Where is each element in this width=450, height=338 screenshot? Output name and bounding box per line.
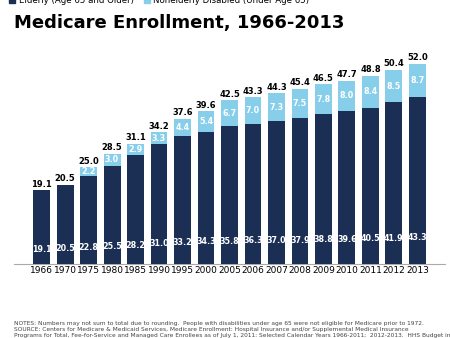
Text: 35.8: 35.8 (220, 237, 239, 246)
Text: 2.9: 2.9 (128, 145, 143, 154)
Text: 31.1: 31.1 (125, 134, 146, 143)
Text: 3.3: 3.3 (152, 134, 166, 143)
Bar (386, 70, 402, 102)
Bar (244, 124, 261, 264)
Text: 37.6: 37.6 (172, 108, 193, 118)
Text: 36.3: 36.3 (243, 237, 263, 245)
Bar (198, 132, 215, 264)
Bar (221, 100, 238, 126)
Text: 38.8: 38.8 (314, 235, 333, 244)
Text: 50.4: 50.4 (383, 59, 404, 68)
Bar (151, 144, 167, 264)
Bar (409, 97, 426, 264)
Bar (151, 132, 167, 144)
Text: 40.5: 40.5 (360, 234, 380, 243)
Text: 39.6: 39.6 (337, 235, 357, 244)
Text: Medicare Enrollment, 1966-2013: Medicare Enrollment, 1966-2013 (14, 14, 344, 31)
Text: 8.5: 8.5 (387, 82, 401, 91)
Text: 47.7: 47.7 (337, 70, 357, 79)
Bar (174, 136, 191, 264)
Bar (244, 97, 261, 124)
Bar (198, 111, 215, 132)
Text: 8.7: 8.7 (410, 76, 424, 85)
Text: 44.3: 44.3 (266, 83, 287, 92)
Bar (268, 93, 285, 121)
Bar (338, 111, 356, 264)
Text: 33.2: 33.2 (173, 238, 193, 247)
Text: 43.3: 43.3 (243, 87, 263, 96)
Bar (80, 176, 97, 264)
Bar (409, 64, 426, 97)
Bar (57, 185, 73, 264)
Text: 20.5: 20.5 (55, 174, 76, 183)
Text: 28.5: 28.5 (102, 144, 122, 152)
Bar (80, 168, 97, 176)
Text: 34.2: 34.2 (148, 122, 169, 130)
Text: 37.0: 37.0 (267, 236, 286, 245)
Text: 19.1: 19.1 (32, 245, 51, 254)
Text: 48.8: 48.8 (360, 66, 381, 74)
Text: 7.3: 7.3 (270, 103, 284, 112)
Bar (338, 80, 356, 111)
Text: 43.3: 43.3 (408, 233, 427, 242)
Bar (292, 118, 308, 264)
Bar (127, 155, 144, 264)
Text: NOTES: Numbers may not sum to total due to rounding.  People with disabilities u: NOTES: Numbers may not sum to total due … (14, 321, 450, 338)
Text: 8.4: 8.4 (363, 87, 378, 96)
Text: 7.8: 7.8 (316, 95, 331, 104)
Text: 46.5: 46.5 (313, 74, 334, 83)
Text: 34.3: 34.3 (196, 238, 216, 246)
Bar (127, 144, 144, 155)
Bar (268, 121, 285, 264)
Text: 25.5: 25.5 (102, 242, 122, 251)
Text: 52.0: 52.0 (407, 53, 428, 62)
Text: 42.5: 42.5 (219, 90, 240, 99)
Bar (315, 114, 332, 264)
Text: 22.8: 22.8 (79, 243, 99, 252)
Bar (315, 84, 332, 114)
Legend: Elderly (Age 65 and Older), Nonelderly Disabled (Under Age 65): Elderly (Age 65 and Older), Nonelderly D… (9, 0, 309, 5)
Text: 6.7: 6.7 (222, 108, 237, 118)
Bar (386, 102, 402, 264)
Bar (104, 154, 121, 166)
Text: 7.5: 7.5 (293, 99, 307, 108)
Text: 4.4: 4.4 (176, 123, 189, 132)
Text: 31.0: 31.0 (149, 239, 169, 248)
Text: 25.0: 25.0 (78, 157, 99, 166)
Text: 28.2: 28.2 (126, 241, 145, 249)
Bar (292, 89, 308, 118)
Bar (362, 108, 379, 264)
Bar (174, 119, 191, 136)
Text: 3.0: 3.0 (105, 155, 119, 164)
Text: 39.6: 39.6 (196, 101, 216, 110)
Text: 19.1: 19.1 (31, 179, 52, 189)
Bar (362, 76, 379, 108)
Text: 2.2: 2.2 (81, 167, 96, 176)
Bar (221, 126, 238, 264)
Text: 37.9: 37.9 (290, 236, 310, 245)
Text: 5.4: 5.4 (199, 117, 213, 126)
Text: 45.4: 45.4 (289, 78, 310, 88)
Text: 20.5: 20.5 (55, 244, 75, 254)
Text: 41.9: 41.9 (384, 234, 404, 243)
Bar (104, 166, 121, 264)
Bar (33, 190, 50, 264)
Text: 7.0: 7.0 (246, 106, 260, 115)
Text: 8.0: 8.0 (340, 92, 354, 100)
